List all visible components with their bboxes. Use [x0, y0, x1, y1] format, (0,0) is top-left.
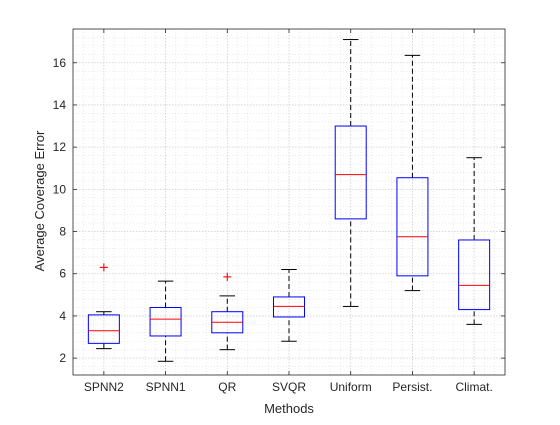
box-layer: [87, 39, 491, 362]
outlier-marker: [223, 272, 232, 281]
x-tick-label: QR: [218, 380, 236, 394]
outlier-marker: [99, 263, 108, 272]
y-tick-label: 16: [53, 56, 67, 70]
x-tick-label: Climat.: [455, 380, 492, 394]
iqr-box: [458, 239, 491, 311]
x-axis-label: Methods: [264, 401, 314, 416]
iqr-box: [149, 306, 182, 337]
y-tick-label: 2: [59, 351, 66, 365]
y-tick-label: 14: [53, 98, 67, 112]
y-tick-label: 10: [53, 182, 67, 196]
label-layer: Methods Average Coverage Error: [32, 130, 314, 416]
iqr-box: [273, 296, 305, 318]
x-tick-label: SPNN1: [146, 380, 186, 394]
y-tick-label: 4: [59, 309, 66, 323]
x-tick-label: SPNN2: [84, 380, 124, 394]
box-persist: [396, 54, 429, 292]
box-climat: [458, 157, 491, 325]
y-tick-label: 12: [53, 140, 67, 154]
x-tick-label: Uniform: [330, 380, 372, 394]
box-svqr: [273, 269, 305, 342]
box-spnn2: [87, 263, 120, 350]
box-uniform: [334, 39, 367, 307]
axis-layer: 2 4 6 8 10 12 14 16 SPNN2 SPNN1 QR SVQR Uniform Persi…: [53, 28, 506, 394]
iqr-box: [87, 314, 120, 344]
x-tick-label: SVQR: [272, 380, 306, 394]
y-tick-label: 8: [59, 225, 66, 239]
box-qr: [211, 272, 244, 351]
box-spnn1: [149, 280, 182, 362]
x-tick-label: Persist.: [392, 380, 432, 394]
iqr-box: [334, 125, 367, 220]
y-tick-label: 6: [59, 267, 66, 281]
iqr-box: [396, 177, 429, 277]
y-axis-label: Average Coverage Error: [32, 130, 47, 271]
